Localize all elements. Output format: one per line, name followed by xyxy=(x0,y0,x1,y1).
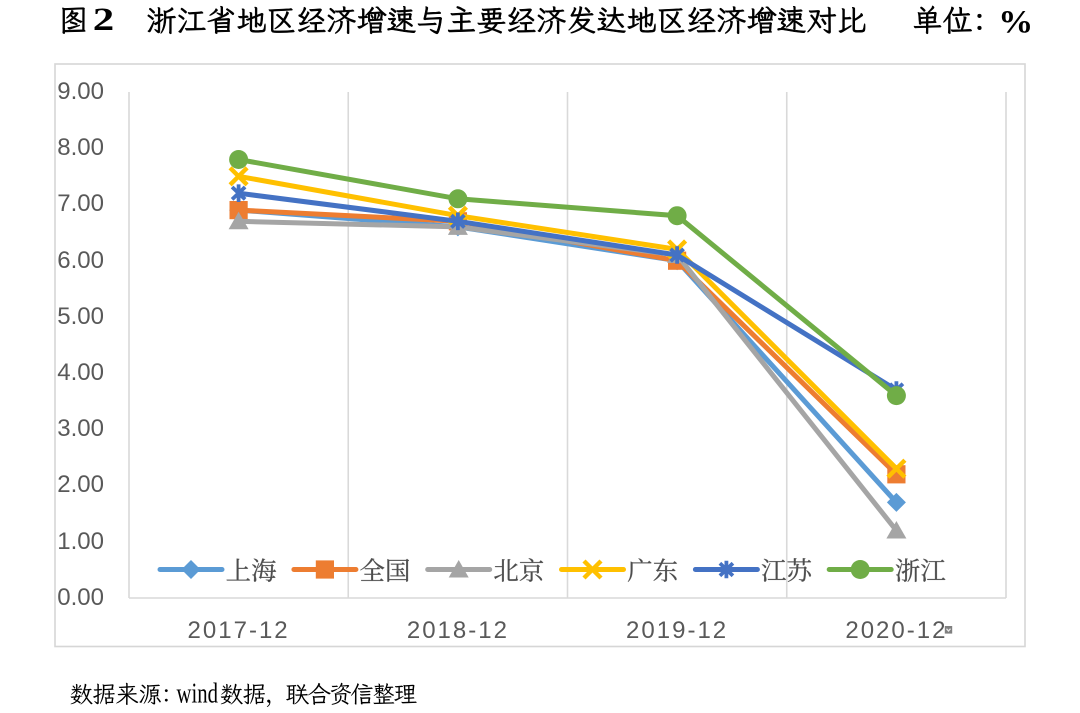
svg-text:2: 2 xyxy=(93,2,114,38)
svg-text:wind: wind xyxy=(177,679,219,710)
svg-text:%: % xyxy=(998,4,1033,40)
